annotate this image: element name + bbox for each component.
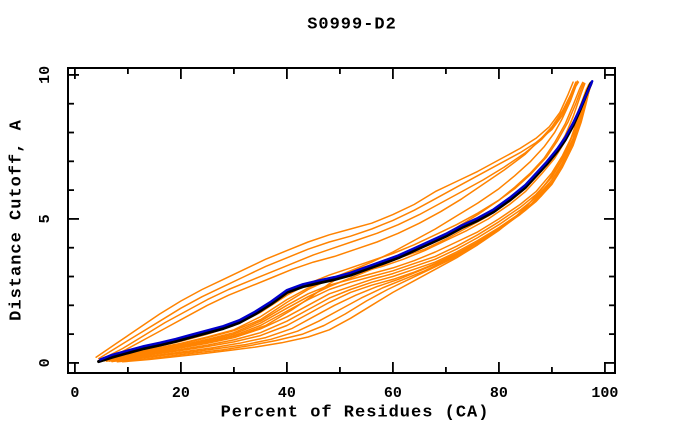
- y-axis-label: Distance Cutoff, A: [7, 119, 27, 321]
- y-tick-label: 5: [37, 214, 54, 223]
- plot-frame: [67, 67, 616, 374]
- y-tick-label: 0: [37, 358, 54, 367]
- x-tick-label: 80: [490, 385, 508, 402]
- curve-blue-curve: [99, 80, 594, 361]
- x-tick-label: 100: [591, 385, 618, 402]
- curve-orange-low-6: [111, 85, 591, 363]
- x-axis-label: Percent of Residues (CA): [220, 403, 490, 423]
- x-tick-label: 20: [172, 385, 190, 402]
- curve-orange-mid-2: [103, 81, 580, 362]
- curve-orange-upper-4: [100, 81, 577, 361]
- x-tick-label: 0: [70, 385, 79, 402]
- curve-orange-low-3: [105, 82, 592, 362]
- x-tick-label: 60: [384, 385, 402, 402]
- curve-orange-low-1: [100, 82, 591, 362]
- curve-orange-low-9: [116, 84, 590, 363]
- y-tick-label: 10: [37, 66, 54, 84]
- x-tick-label: 40: [278, 385, 296, 402]
- curve-orange-upper-2: [97, 82, 578, 360]
- curve-orange-low-8: [116, 85, 591, 363]
- chart-title: S0999-D2: [307, 15, 397, 35]
- curve-orange-mid-4: [105, 82, 586, 362]
- curve-orange-low-2: [103, 82, 592, 362]
- curve-orange-low-7: [111, 82, 593, 363]
- curve-orange-low-10: [121, 83, 590, 363]
- curve-orange-upper-1: [95, 81, 574, 358]
- curve-black-curve: [97, 81, 593, 364]
